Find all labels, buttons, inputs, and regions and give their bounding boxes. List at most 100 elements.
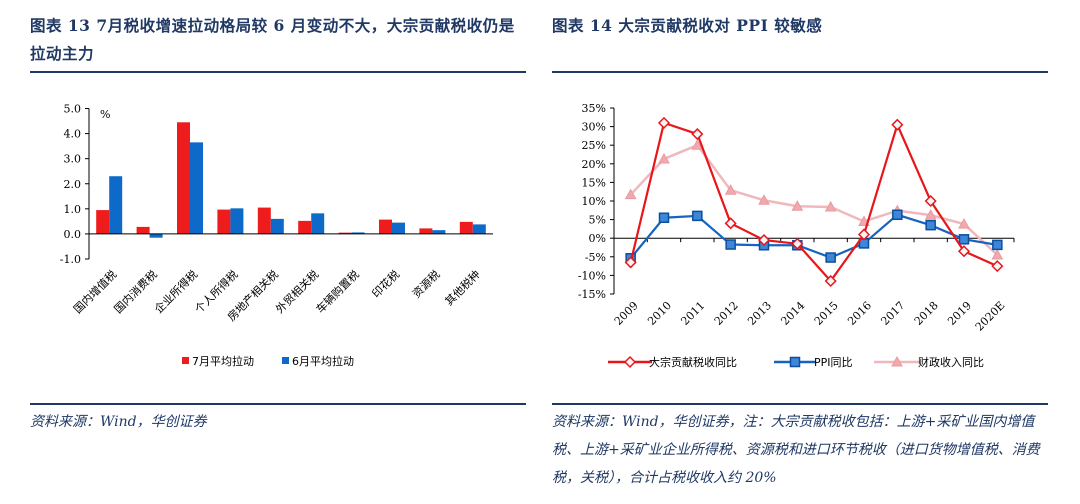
y-tick-label: 4.0	[64, 128, 82, 141]
marker-fiscal-revenue-yoy	[991, 248, 1004, 260]
x-year-label: 2017	[878, 299, 907, 328]
x-category-label: 国内消费税	[111, 267, 160, 316]
x-year-label: 2016	[845, 299, 874, 328]
y-tick-label: 3.0	[64, 153, 82, 166]
y-tick-label: 5.0	[64, 103, 82, 116]
x-category-label: 资源税	[409, 267, 442, 300]
marker-bulk-tax-yoy	[957, 245, 971, 258]
figure-13-panel: 图表 13 7月税收增速拉动格局较 6 月变动不大，大宗贡献税收仍是拉动主力 -…	[30, 0, 526, 504]
bar-july	[96, 210, 110, 234]
marker-bulk-tax-yoy	[857, 228, 871, 241]
x-category-label: 国内增值税	[71, 267, 120, 316]
bar-june	[472, 224, 486, 234]
marker-ppi-yoy	[992, 239, 1003, 251]
marker-bulk-tax-yoy	[757, 233, 771, 247]
x-category-label: 企业所得税	[151, 267, 200, 316]
bar-july	[177, 122, 190, 234]
bar-june	[392, 222, 405, 234]
y-tick-label: 20%	[582, 158, 606, 171]
legend: 7月平均拉动 6月平均拉动	[182, 354, 354, 368]
x-year-label: 2020E	[973, 299, 1008, 334]
y-tick-label: 35%	[582, 102, 606, 115]
x-year-label: 2014	[778, 299, 807, 328]
y-tick-label: 0.0	[64, 228, 82, 241]
bar-june	[149, 233, 163, 238]
marker-bulk-tax-yoy	[991, 260, 1004, 273]
legend-label: PPI同比	[814, 356, 853, 369]
marker-fiscal-revenue-yoy	[791, 200, 804, 211]
marker-fiscal-revenue-yoy	[624, 188, 637, 200]
legend-label: 7月平均拉动	[192, 354, 254, 368]
figure-13-bar-chart: -1.00.01.02.03.04.05.0 %国内增值税国内消费税企业所得税个人…	[60, 103, 493, 368]
x-category-label: 车辆购置税	[313, 267, 362, 316]
bar-june	[270, 218, 284, 234]
y-tick-label: 5%	[589, 214, 606, 227]
marker-fiscal-revenue-yoy	[824, 200, 837, 212]
marker-fiscal-revenue-yoy	[958, 218, 970, 229]
bar-june	[432, 230, 446, 234]
y-tick-label: 25%	[582, 139, 606, 152]
figure-14-title-rule	[552, 71, 1048, 73]
y-tick-label: 1.0	[64, 203, 82, 216]
figure-13-title-rule	[30, 71, 526, 73]
bar-july	[459, 221, 473, 234]
legend-label: 大宗贡献税收同比	[649, 355, 737, 369]
marker-bulk-tax-yoy	[824, 274, 837, 288]
marker-bulk-tax-yoy	[891, 118, 904, 131]
bar-june	[311, 213, 325, 234]
y-tick-label: -1.0	[60, 253, 81, 266]
legend-marker	[789, 356, 801, 368]
figure-14-title: 图表 14 大宗贡献税收对 PPI 较敏感	[552, 16, 823, 35]
figure-13-title: 图表 13 7月税收增速拉动格局较 6 月变动不大，大宗贡献税收仍是拉动主力	[30, 16, 515, 63]
bar-june	[230, 208, 244, 234]
marker-bulk-tax-yoy	[924, 194, 937, 208]
y-tick-label: -10%	[578, 269, 606, 282]
marker-ppi-yoy	[825, 252, 836, 263]
marker-fiscal-revenue-yoy	[924, 209, 937, 220]
bar-june	[109, 176, 123, 234]
line-ppi-yoy	[629, 213, 998, 259]
x-year-label: 2019	[945, 299, 974, 328]
line-bulk-tax-yoy-group	[624, 116, 1004, 288]
y-tick-label: -5%	[585, 251, 606, 264]
marker-bulk-tax-yoy	[691, 127, 704, 141]
y-tick-label: 15%	[582, 176, 606, 189]
marker-ppi-yoy	[892, 209, 903, 221]
marker-bulk-tax-yoy	[624, 256, 637, 269]
x-year-label: 2013	[745, 299, 774, 328]
marker-ppi-yoy	[658, 212, 670, 223]
figure-14-line-chart: -15%-10%-5%0%5%10%15%20%25%30%35%2009 201…	[578, 102, 1015, 369]
marker-fiscal-revenue-yoy	[691, 139, 704, 150]
x-category-label: 其他税种	[442, 267, 483, 308]
marker-bulk-tax-yoy	[791, 237, 804, 250]
marker-fiscal-revenue-yoy	[758, 194, 770, 205]
marker-bulk-tax-yoy	[657, 116, 671, 129]
marker-ppi-yoy	[692, 210, 703, 222]
y-tick-label: 2.0	[64, 178, 82, 191]
bar-july	[136, 226, 150, 234]
y-tick-label: 30%	[582, 121, 606, 134]
bar-july	[257, 207, 271, 234]
x-year-label: 2010	[645, 299, 674, 328]
x-year-label: 2012	[712, 299, 741, 328]
marker-fiscal-revenue-yoy	[724, 184, 737, 195]
x-year-label: 2009	[612, 299, 641, 328]
legend-swatch	[282, 357, 289, 364]
marker-ppi-yoy	[725, 239, 736, 250]
bar-july	[379, 219, 392, 234]
figure-13-source-rule	[30, 403, 526, 405]
y-tick-label: 10%	[582, 195, 606, 208]
y-unit-label: %	[100, 108, 110, 121]
bar-july	[298, 220, 312, 234]
y-tick-label: -15%	[578, 288, 606, 301]
x-year-label: 2011	[678, 299, 707, 328]
bars	[96, 122, 486, 238]
x-year-label: 2018	[912, 299, 941, 328]
y-tick-label: 0%	[589, 232, 606, 245]
figure-14-panel: 图表 14 大宗贡献税收对 PPI 较敏感 -15% -10% -5% 0% 5% 10%…	[552, 0, 1048, 504]
bar-july	[217, 209, 231, 234]
bar-july	[419, 228, 433, 234]
line-bulk-tax-yoy	[629, 121, 998, 283]
legend-label: 财政收入同比	[918, 355, 984, 369]
figure-14-source-rule	[552, 403, 1048, 405]
